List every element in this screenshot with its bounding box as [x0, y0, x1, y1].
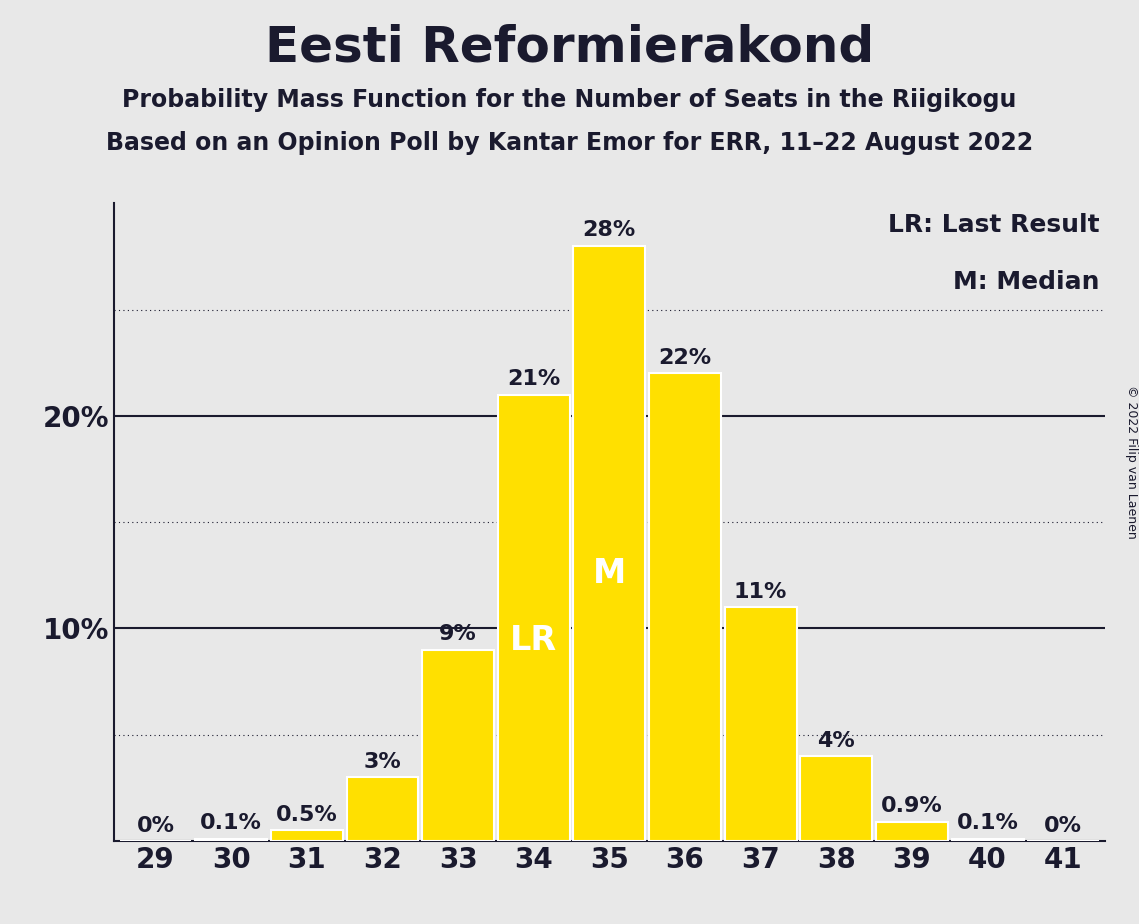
Text: 28%: 28%: [583, 221, 636, 240]
Text: Probability Mass Function for the Number of Seats in the Riigikogu: Probability Mass Function for the Number…: [122, 88, 1017, 112]
Bar: [876, 821, 948, 841]
Text: Based on an Opinion Poll by Kantar Emor for ERR, 11–22 August 2022: Based on an Opinion Poll by Kantar Emor …: [106, 131, 1033, 155]
Text: 4%: 4%: [818, 731, 855, 750]
Text: 0.1%: 0.1%: [200, 813, 262, 833]
Bar: [801, 756, 872, 841]
Text: M: M: [592, 556, 626, 590]
Text: 3%: 3%: [363, 752, 401, 772]
Bar: [423, 650, 494, 841]
Bar: [573, 246, 646, 841]
Text: 0%: 0%: [137, 816, 174, 835]
Text: LR: Last Result: LR: Last Result: [888, 213, 1100, 237]
Text: 11%: 11%: [734, 582, 787, 602]
Bar: [649, 373, 721, 841]
Bar: [346, 777, 418, 841]
Bar: [498, 395, 570, 841]
Text: 21%: 21%: [507, 370, 560, 389]
Text: 22%: 22%: [658, 348, 712, 368]
Text: 9%: 9%: [440, 625, 477, 644]
Text: © 2022 Filip van Laenen: © 2022 Filip van Laenen: [1124, 385, 1138, 539]
Bar: [952, 839, 1024, 841]
Text: LR: LR: [510, 624, 557, 657]
Text: M: Median: M: Median: [953, 270, 1100, 294]
Bar: [195, 839, 267, 841]
Text: 0.5%: 0.5%: [276, 805, 337, 825]
Text: 0.1%: 0.1%: [957, 813, 1018, 833]
Text: 0.9%: 0.9%: [882, 796, 943, 817]
Bar: [724, 607, 796, 841]
Text: 0%: 0%: [1044, 816, 1082, 835]
Text: Eesti Reformierakond: Eesti Reformierakond: [265, 23, 874, 71]
Bar: [271, 831, 343, 841]
